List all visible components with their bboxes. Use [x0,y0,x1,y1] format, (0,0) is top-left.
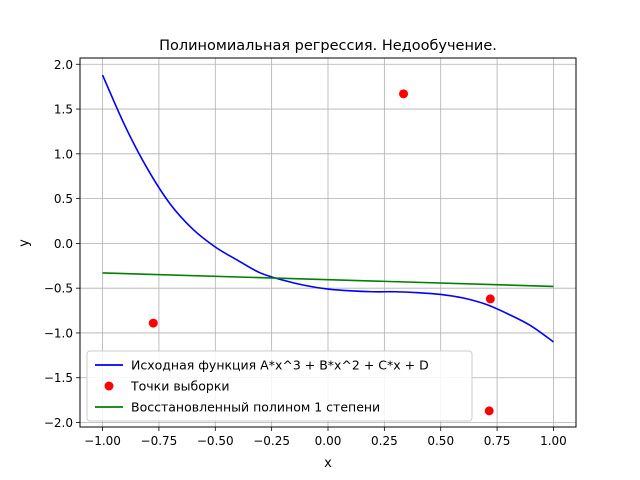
scatter-point [148,318,158,328]
y-tick-label: 0.5 [54,192,73,206]
y-tick-label: −0.5 [44,282,73,296]
x-tick-label: 0.25 [371,434,398,448]
legend-entry-label: Восстановленный полином 1 степени [131,400,380,415]
y-tick-label: −1.0 [44,326,73,340]
y-tick-label: 1.5 [54,103,73,117]
x-tick-label: −0.75 [141,434,178,448]
legend-box [86,350,473,422]
y-tick-label: 2.0 [54,58,73,72]
x-tick-label: −0.25 [253,434,290,448]
x-tick-label: 0.00 [315,434,342,448]
legend-entry-label: Точки выборки [130,379,230,394]
plot-series [101,74,554,416]
x-tick-label: 1.00 [540,434,567,448]
y-axis-ticks: −2.0 −1.5 −1.0 −0.5 0.0 0.5 1.0 1.5 2.0 [44,58,80,430]
y-tick-label: −2.0 [44,416,73,430]
legend-swatch-marker [104,381,114,391]
scatter-point [484,406,494,416]
y-tick-label: −1.5 [44,371,73,385]
y-tick-label: 0.0 [54,237,73,251]
x-tick-label: 0.50 [427,434,454,448]
y-tick-label: 1.0 [54,147,73,161]
x-axis-label: x [324,456,332,471]
y-axis-label: y [17,239,32,247]
series-line-2 [102,272,554,288]
scatter-point [399,89,409,99]
x-axis-ticks: −1.00 −0.75 −0.50 −0.25 0.00 0.25 0.50 0.75 1.00 [84,427,567,448]
scatter-point [485,294,495,304]
series-line-0 [101,74,554,343]
legend: Исходная функция A*x^3 + B*x^2 + C*x + D… [86,350,473,422]
legend-entry-label: Исходная функция A*x^3 + B*x^2 + C*x + D [131,358,429,373]
x-tick-label: −1.00 [84,434,121,448]
x-tick-label: −0.50 [197,434,234,448]
x-tick-label: 0.75 [484,434,511,448]
chart-title: Полиномиальная регрессия. Недообучение. [159,38,497,54]
